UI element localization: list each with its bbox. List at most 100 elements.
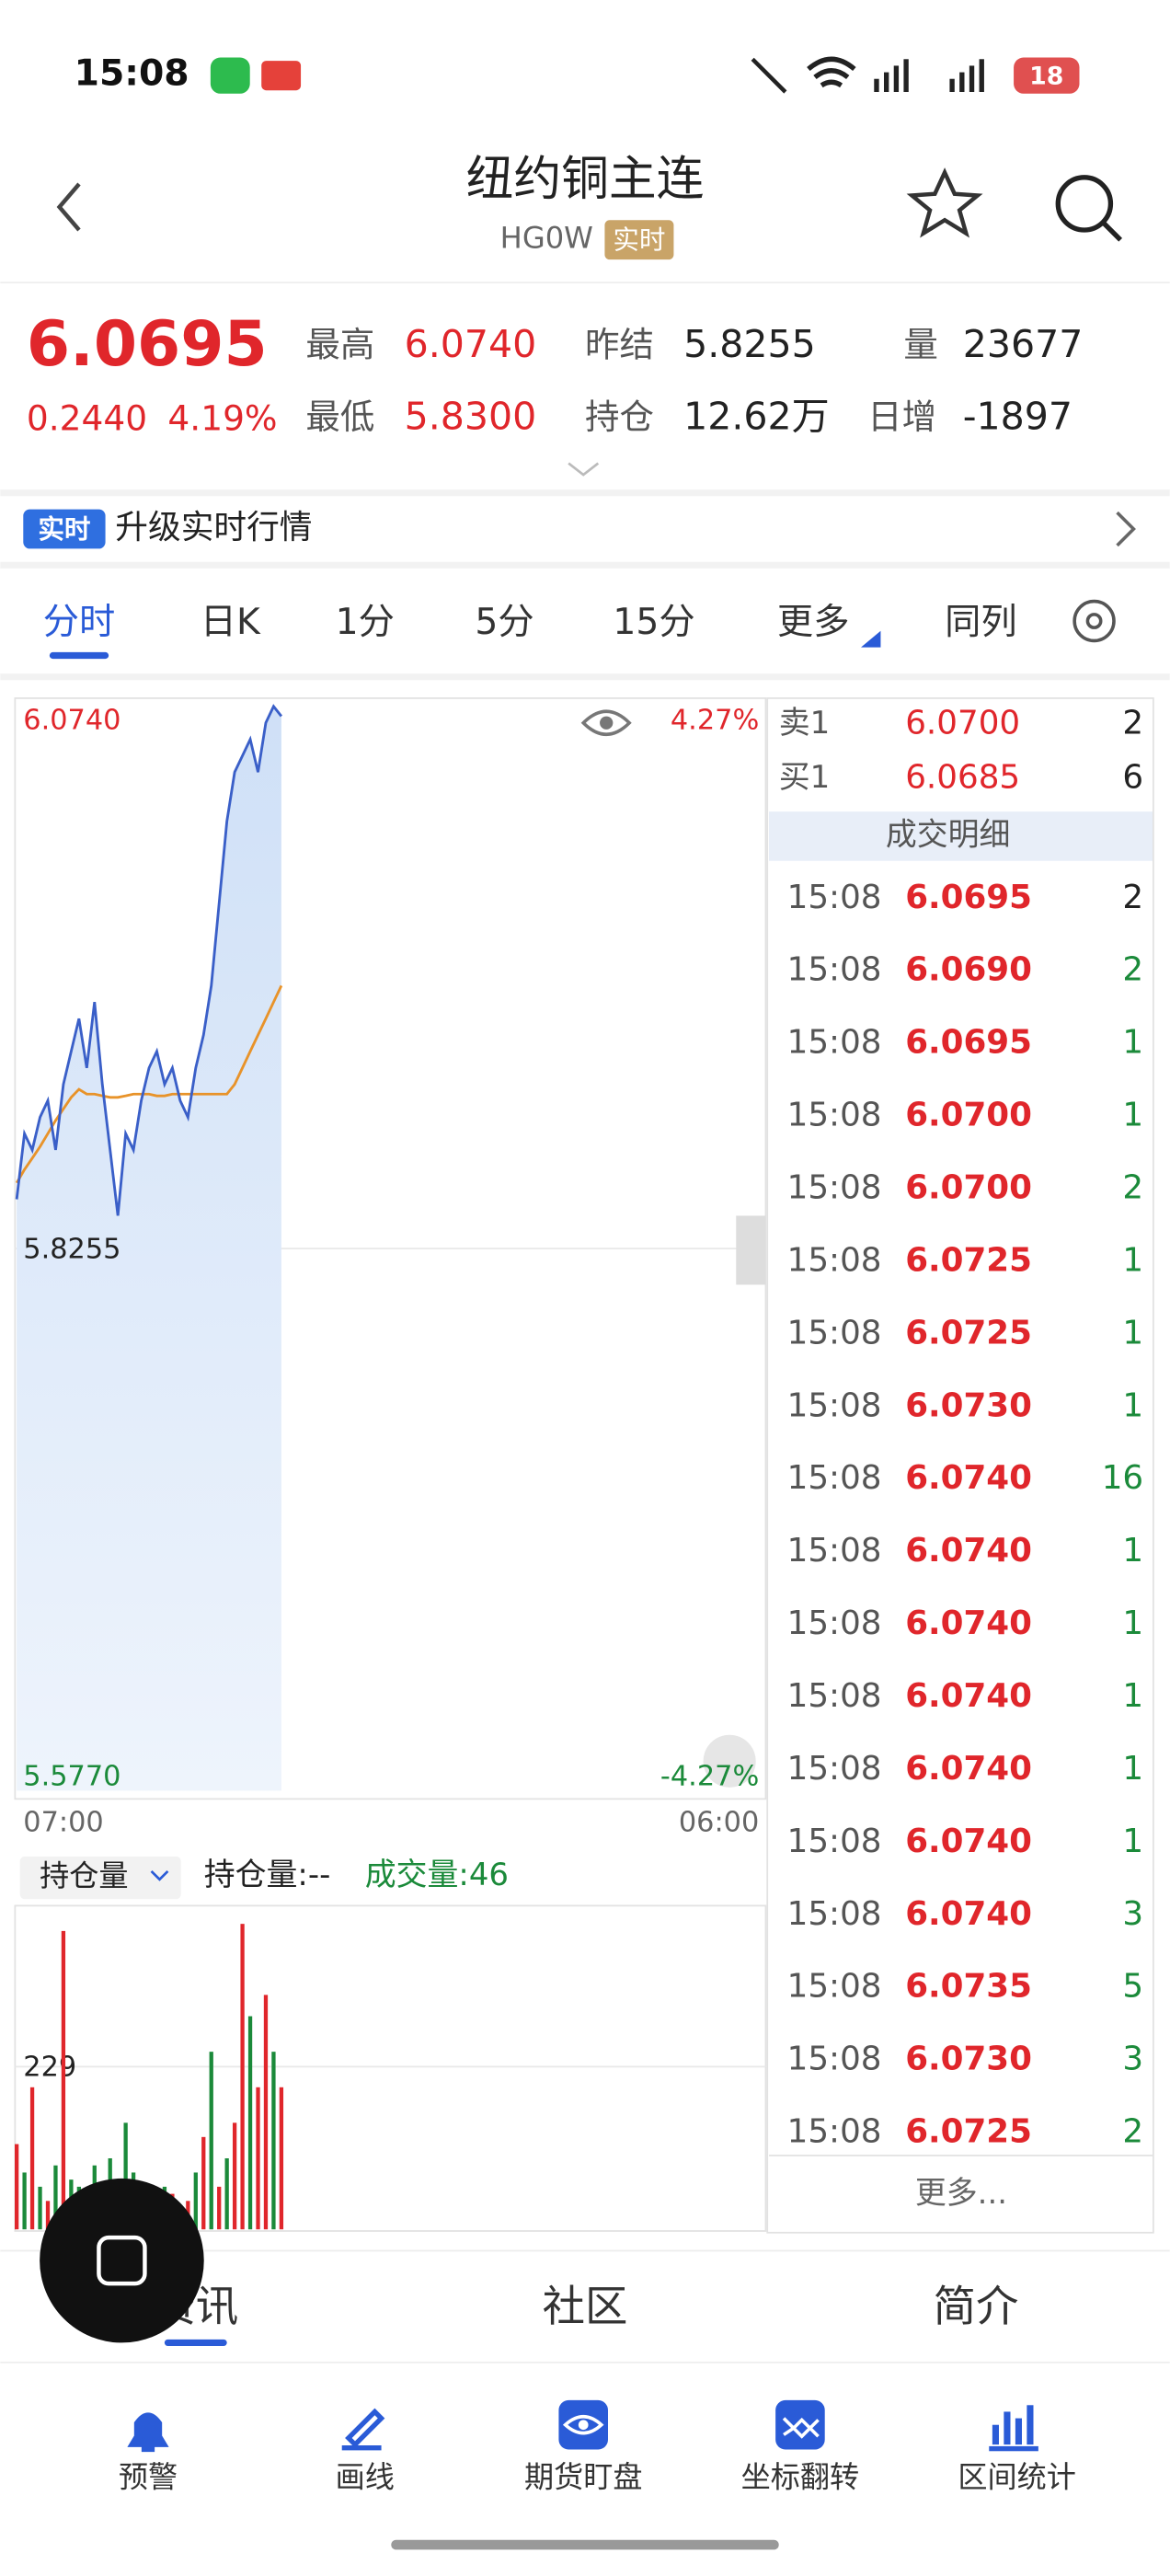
trade-time: 15:08 [787,2041,882,2078]
trade-volume: 1 [1122,1604,1143,1642]
banner-text[interactable]: 升级实时行情 [115,509,312,546]
divider [0,561,1170,569]
trade-volume: 5 [1122,1968,1143,2006]
flip-icon[interactable] [775,2399,825,2450]
volume-bar [201,2136,206,2230]
bottom-tab[interactable]: 社区 [543,2282,628,2331]
trades-frame [766,697,1154,2234]
home-indicator [391,2539,779,2550]
floating-button[interactable] [40,2178,204,2343]
toolbar-label[interactable]: 区间统计 [958,2460,1076,2495]
volume-selector[interactable]: 持仓量 [40,1858,128,1893]
trade-time: 15:08 [787,1968,882,2006]
news-icon [261,61,302,91]
volume-tick-label: 229 [23,2052,76,2084]
overlay-badge [703,1734,756,1788]
favorite-button[interactable] [906,167,983,238]
trade-price: 6.0725 [905,2113,1032,2151]
trade-price: 6.0740 [905,1677,1032,1715]
price-change-pct: 4.19% [167,398,277,439]
tab-indicator [49,651,109,660]
eye-icon[interactable] [580,709,632,736]
watch-icon[interactable] [558,2399,608,2450]
trade-volume: 1 [1122,1241,1143,1279]
quote-value: 12.62万 [683,394,830,438]
toolbar-label[interactable]: 画线 [336,2460,395,2495]
trades-title: 成交明细 [886,816,1011,852]
trade-price: 6.0700 [905,1169,1032,1207]
toolbar-label[interactable]: 期货盯盘 [524,2460,643,2495]
trade-volume: 2 [1122,1169,1143,1207]
y-max-pct: 4.27% [671,704,759,736]
quote-value: 6.0740 [405,322,537,366]
book-label: 卖1 [779,705,830,741]
selector-bg[interactable] [19,1856,181,1900]
book-price: 6.0700 [905,705,1020,742]
quote-label: 最低 [305,397,374,437]
volume-bar [53,2165,58,2230]
stats-icon[interactable] [989,2405,1038,2452]
trade-volume: 1 [1122,1314,1143,1351]
banner-arrow[interactable] [1116,511,1136,547]
trade-price: 6.0725 [905,1241,1032,1279]
trade-volume: 1 [1122,1532,1143,1570]
book-volume: 2 [1122,705,1143,742]
volume-bar [15,2144,19,2230]
trade-volume: 1 [1122,1677,1143,1715]
volume-bar [271,2052,276,2230]
volume-bar [247,2016,253,2230]
toolbar-label[interactable]: 坐标翻转 [741,2460,860,2495]
quote-label: 最高 [305,324,374,364]
back-button[interactable] [56,182,81,232]
quote-label: 昨结 [585,324,654,364]
trade-price: 6.0740 [905,1750,1032,1788]
trades-header-bg [769,811,1153,861]
volume-bar [123,2122,128,2230]
battery-icon [1014,57,1080,94]
trade-volume: 1 [1122,1823,1143,1860]
quote-value: 5.8255 [683,322,816,366]
volume-bar [29,2087,35,2230]
symbol-code: HG0W [500,221,593,256]
chart-tab[interactable]: 15分 [613,602,694,643]
x-start-label: 07:00 [23,1807,103,1839]
trade-volume: 1 [1122,1386,1143,1424]
trade-price: 6.0740 [905,1823,1032,1860]
bottom-tab-indicator [164,2339,227,2346]
trade-volume: 16 [1102,1459,1143,1497]
toolbar-label[interactable]: 预警 [119,2460,178,2495]
alert-icon[interactable] [127,2412,169,2453]
floating-icon [97,2235,147,2286]
expand-arrow[interactable] [568,462,600,477]
last-price: 6.0695 [27,308,268,381]
battery-level: 18 [1029,62,1063,90]
book-price: 6.0685 [905,758,1020,796]
chart-tab[interactable]: 日K [201,602,261,643]
volume-bar [45,2201,51,2230]
chart-tab[interactable]: 分时 [43,602,116,643]
y-mid-label: 5.8255 [23,1233,120,1265]
mute-icon [751,57,787,94]
bottom-tab[interactable]: 简介 [934,2282,1019,2331]
settings-button[interactable] [1072,599,1116,643]
chart-tab[interactable]: 1分 [336,602,395,643]
chart-tab[interactable]: 5分 [475,602,533,643]
side-handle[interactable] [736,1215,766,1285]
trade-volume: 1 [1122,1097,1143,1134]
search-button[interactable] [1055,175,1123,242]
quote-label: 持仓 [585,397,654,437]
trade-time: 15:08 [787,1314,882,1351]
trade-price: 6.0730 [905,1386,1032,1424]
trade-volume: 2 [1122,879,1143,916]
quote-label: 量 [903,324,938,364]
price-line [15,704,283,1216]
chart-tab[interactable]: 更多 [777,602,850,643]
trade-price: 6.0740 [905,1604,1032,1642]
trade-price: 6.0740 [905,1532,1032,1570]
trades-more[interactable]: 更多... [915,2175,1007,2211]
trade-time: 15:08 [787,879,882,916]
y-min-label: 5.5770 [23,1761,120,1793]
draw-icon[interactable] [341,2408,385,2451]
banner-badge-text: 实时 [38,513,90,545]
chart-tab[interactable]: 同列 [945,602,1017,643]
